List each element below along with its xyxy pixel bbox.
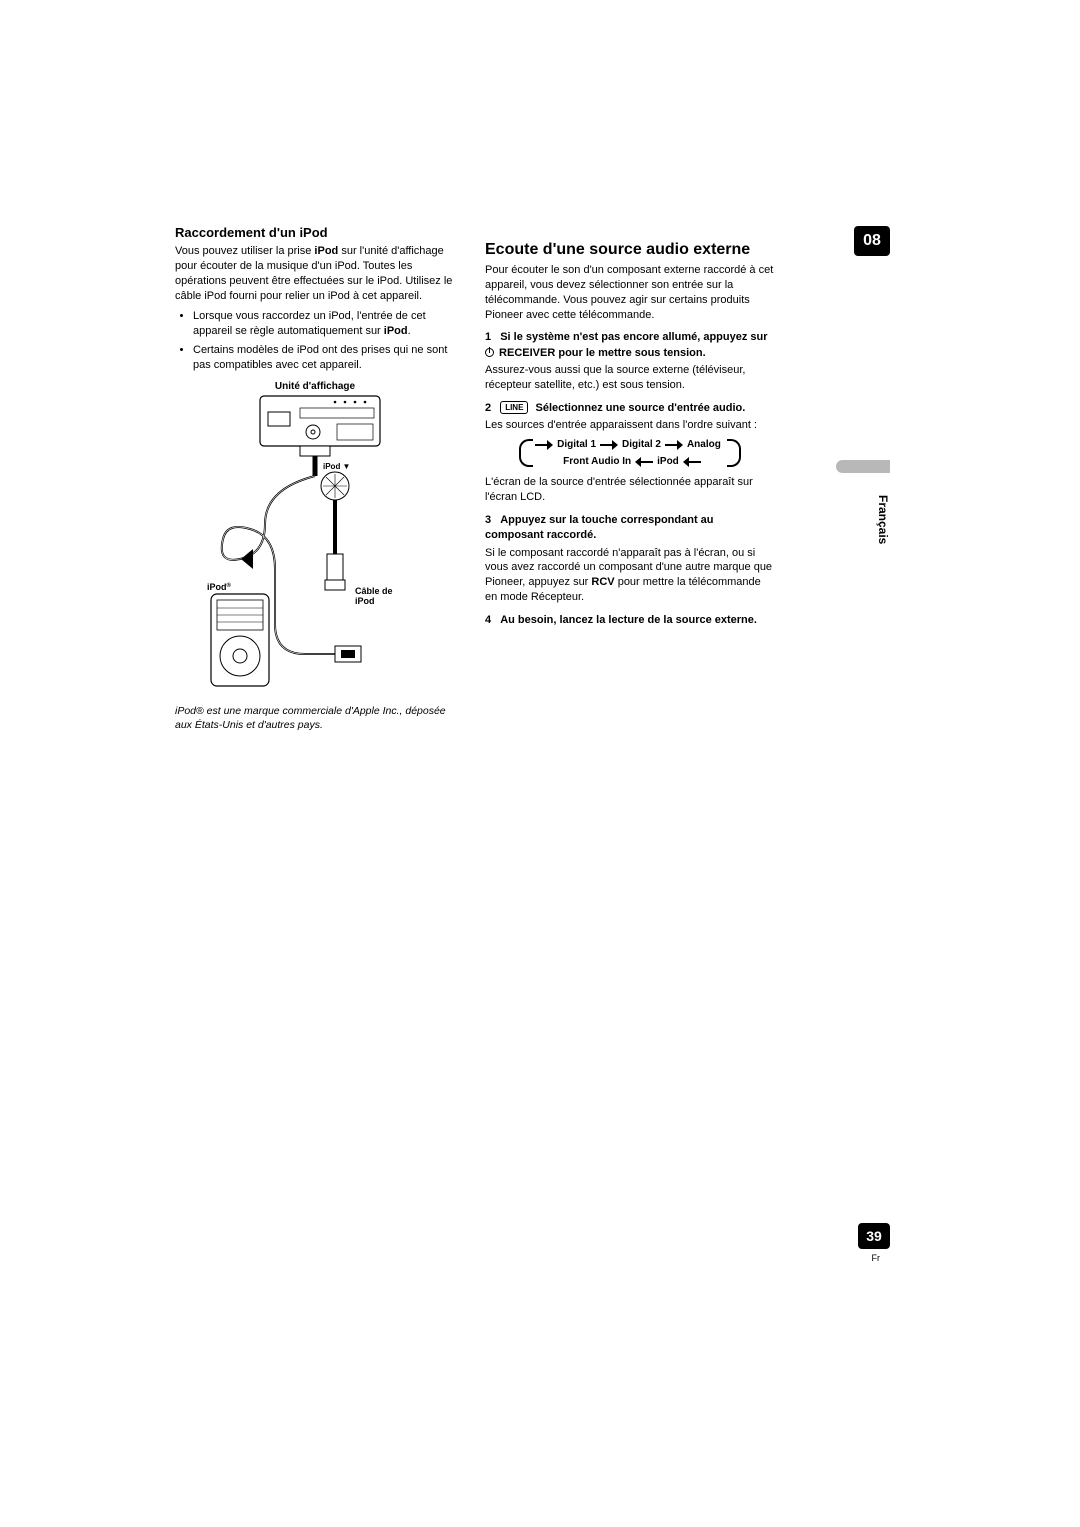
language-tab-bar <box>836 460 890 473</box>
page-number-badge: 39 <box>858 1223 890 1249</box>
left-intro-bold: iPod <box>314 245 338 257</box>
step-3: 3 Appuyez sur la touche correspondant au… <box>485 513 775 544</box>
arrow-right-icon <box>535 441 553 449</box>
step-2-bold: Sélectionnez une source d'entrée audio. <box>535 402 745 414</box>
right-intro: Pour écouter le son d'un composant exter… <box>485 263 775 322</box>
left-column: Raccordement d'un iPod Vous pouvez utili… <box>175 225 455 732</box>
step-2-body: Les sources d'entrée apparaissent dans l… <box>485 418 775 433</box>
left-bullet-2: Certains modèles de iPod ont des prises … <box>193 343 455 373</box>
left-bullet-1-bold: iPod <box>384 325 408 337</box>
manual-page: 08 Français Raccordement d'un iPod Vous … <box>0 0 1080 1527</box>
diagram-label-ipod: iPod® <box>207 582 232 592</box>
step-2-num: 2 <box>485 402 491 414</box>
arrow-left-icon <box>683 458 701 466</box>
left-heading: Raccordement d'un iPod <box>175 225 455 240</box>
step-1-bold-b: RECEIVER pour le mettre sous tension. <box>496 347 706 359</box>
step-3-body-bold: RCV <box>591 576 614 588</box>
step-4: 4 Au besoin, lancez la lecture de la sou… <box>485 613 775 628</box>
source-flow-diagram: Digital 1 Digital 2 Analog Front Audio I… <box>515 439 745 467</box>
flow-front-audio: Front Audio In <box>563 456 631 467</box>
left-intro: Vous pouvez utiliser la prise iPod sur l… <box>175 244 455 303</box>
flow-digital1: Digital 1 <box>557 439 596 450</box>
diagram-label-cable: Câble deiPod <box>355 586 393 606</box>
content-columns: Raccordement d'un iPod Vous pouvez utili… <box>175 225 840 732</box>
language-tab: Français <box>876 495 890 544</box>
step-4-bold: Au besoin, lancez la lecture de la sourc… <box>500 614 757 626</box>
step-4-num: 4 <box>485 614 491 626</box>
step-3-bold: Appuyez sur la touche correspondant au c… <box>485 514 714 541</box>
flow-analog: Analog <box>687 439 721 450</box>
step-2-after: L'écran de la source d'entrée sélectionn… <box>485 475 775 505</box>
arrow-left-icon <box>635 458 653 466</box>
left-bullet-list: Lorsque vous raccordez un iPod, l'entrée… <box>175 309 455 372</box>
diagram-caption: Unité d'affichage <box>175 381 455 392</box>
chapter-number-badge: 08 <box>854 226 890 256</box>
power-icon <box>485 348 494 357</box>
page-lang-abbrev: Fr <box>872 1253 881 1263</box>
diagram-svg: iPod ▼ <box>205 394 425 694</box>
diagram-label-jack: iPod ▼ <box>323 462 350 471</box>
left-bullet-1: Lorsque vous raccordez un iPod, l'entrée… <box>193 309 455 339</box>
flow-row-top: Digital 1 Digital 2 Analog <box>535 439 725 450</box>
step-1-bold-a: Si le système n'est pas encore allumé, a… <box>500 331 767 343</box>
step-1-body: Assurez-vous aussi que la source externe… <box>485 363 775 393</box>
flow-row-bottom: Front Audio In iPod <box>535 456 725 467</box>
left-bullet-1b: . <box>408 325 411 337</box>
right-column: Ecoute d'une source audio externe Pour é… <box>485 225 775 732</box>
line-badge: LINE <box>500 401 528 414</box>
flow-ipod: iPod <box>657 456 679 467</box>
connection-diagram: iPod ▼ <box>205 394 425 694</box>
left-intro-a: Vous pouvez utiliser la prise <box>175 245 314 257</box>
arrow-right-icon <box>665 441 683 449</box>
step-1: 1 Si le système n'est pas encore allumé,… <box>485 330 775 361</box>
step-3-body: Si le composant raccordé n'apparaît pas … <box>485 546 775 605</box>
arrow-right-icon <box>600 441 618 449</box>
right-main-heading: Ecoute d'une source audio externe <box>485 241 775 259</box>
step-2: 2 LINE Sélectionnez une source d'entrée … <box>485 401 775 416</box>
step-1-num: 1 <box>485 331 491 343</box>
trademark-note: iPod® est une marque commerciale d'Apple… <box>175 704 455 732</box>
flow-loop-left <box>519 439 533 467</box>
flow-digital2: Digital 2 <box>622 439 661 450</box>
step-3-num: 3 <box>485 514 491 526</box>
flow-loop-right <box>727 439 741 467</box>
